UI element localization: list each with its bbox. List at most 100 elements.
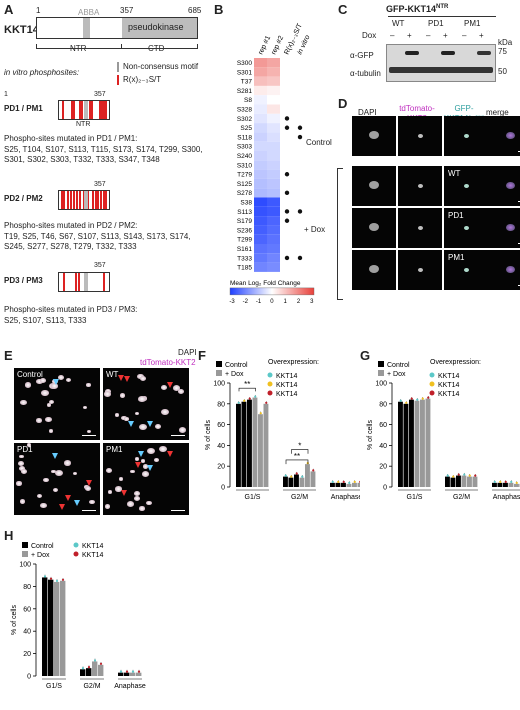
y-tick-label: 40: [379, 443, 387, 450]
wb-group-pd1: PD1: [428, 19, 444, 28]
nucleus-blob: [417, 133, 423, 138]
heatmap-cell-rep2: [267, 58, 280, 68]
y-tick-label: 0: [221, 485, 225, 492]
bar: [352, 482, 357, 487]
nucleus-blob: [505, 131, 515, 139]
wb-row-gfp: α-GFP: [350, 51, 374, 60]
d-col-dapi: DAPI: [358, 108, 377, 117]
bar: [236, 403, 241, 487]
panel-label-c: C: [338, 2, 348, 17]
phosphosite-tick: [61, 191, 63, 209]
legend-series: KKT14: [82, 552, 104, 559]
nucleus-blob: [463, 133, 469, 138]
legend-series: KKT14: [276, 391, 298, 398]
heatmap-cell-rep1: [254, 188, 267, 198]
cell-blob: [154, 457, 160, 462]
category-label: Anaphase: [331, 494, 360, 501]
bar: [310, 471, 316, 487]
nucleus-blob: [417, 267, 423, 272]
legend-red-tick: [117, 75, 119, 85]
sig-bracket: [291, 449, 309, 454]
heatmap-cell-rep1: [254, 151, 267, 161]
legend-swatch-dox: [378, 370, 384, 376]
phosphosite-tick: [73, 101, 75, 119]
heatmap-legend-title: Mean Log₂ Fold Change: [230, 280, 301, 287]
panel-label-h: H: [4, 528, 14, 543]
phosphosite-tick: [79, 101, 81, 119]
micrograph-d: [444, 116, 488, 156]
cell-blob: [18, 460, 25, 466]
legend-control: Control: [387, 362, 410, 369]
scale-bar: [171, 510, 185, 511]
sig-label: **: [244, 380, 250, 389]
cell-blob: [115, 486, 122, 492]
bar: [86, 668, 92, 676]
heatmap-cell-rep2: [267, 216, 280, 226]
wb-marker-50: 50: [498, 67, 507, 76]
pm2-construct-bar: [58, 190, 110, 210]
cell-blob: [121, 415, 127, 420]
nucleus-blob: [505, 265, 515, 273]
cell-blob: [86, 383, 91, 387]
cell-blob: [124, 417, 129, 421]
data-dot: [301, 475, 304, 478]
heatmap-col-label: in vitro: [296, 34, 311, 56]
cell-blob: [84, 486, 91, 492]
nucleus-blob: [369, 223, 379, 231]
bar: [136, 672, 142, 676]
legend-cons: R(x)₂₋₃S/T: [123, 75, 162, 84]
heatmap-cell-rep1: [254, 178, 267, 189]
wb-band-gfp-pd1: [441, 51, 455, 55]
legend-overexpression: Overexpression:: [430, 359, 481, 366]
legend-dot: [429, 390, 435, 396]
data-dot: [331, 480, 334, 483]
legend-dox: + Dox: [225, 371, 244, 378]
heatmap-row-label: S25: [240, 125, 252, 132]
bar: [409, 399, 414, 487]
bar: [42, 577, 48, 676]
nucleus-blob: [417, 225, 423, 230]
bar: [403, 403, 409, 487]
heatmap-row-label: S302: [237, 116, 253, 123]
bar: [54, 581, 60, 676]
micrograph-d: [398, 116, 442, 156]
heatmap-cell-rep2: [267, 67, 280, 77]
heatmap-cell-rep1: [254, 216, 267, 226]
arrowhead-icon: [86, 480, 93, 487]
data-dot: [55, 579, 59, 583]
data-dot: [446, 474, 449, 477]
abba-box: [84, 101, 88, 119]
phosphosite-tick: [103, 273, 105, 291]
phosphosite-tick: [79, 191, 81, 209]
micrograph-d: [352, 166, 396, 206]
data-dot: [81, 667, 85, 670]
scale-bar: [171, 435, 185, 436]
cell-blob: [107, 490, 112, 494]
bar: [258, 414, 263, 487]
y-tick-label: 0: [383, 485, 387, 492]
arrowhead-icon: [127, 420, 134, 427]
pm3-mut-title: Phospho-sites mutated in PD3 / PM3:: [4, 305, 138, 314]
heatmap-row-label: T299: [237, 237, 252, 244]
cell-blob: [104, 504, 110, 509]
d-row-control: Control: [306, 138, 332, 147]
cell-blob: [142, 464, 149, 469]
heatmap-cell-rep2: [267, 160, 280, 170]
pos-685: 685: [188, 6, 202, 15]
data-dot: [243, 399, 246, 402]
pm3-end-pos: 357: [94, 262, 106, 269]
pm1-sites: S25, T104, S107, S113, T115, S173, S174,…: [4, 145, 203, 164]
data-dot: [359, 480, 360, 483]
heatmap-legend-tick: -3: [229, 299, 235, 305]
abba-motif-box: [83, 18, 90, 38]
heatmap-cell-rep1: [254, 104, 267, 114]
panel-label-e: E: [4, 348, 13, 363]
data-dot: [137, 670, 141, 673]
scale-bar: [518, 201, 520, 202]
bar: [124, 672, 130, 676]
y-tick-label: 80: [379, 401, 387, 408]
wb-sign-5: –: [462, 31, 467, 40]
e-panel-label: PD1: [17, 445, 33, 454]
category-label: Anaphase: [493, 494, 520, 501]
heatmap-legend-tick: 2: [297, 299, 301, 305]
